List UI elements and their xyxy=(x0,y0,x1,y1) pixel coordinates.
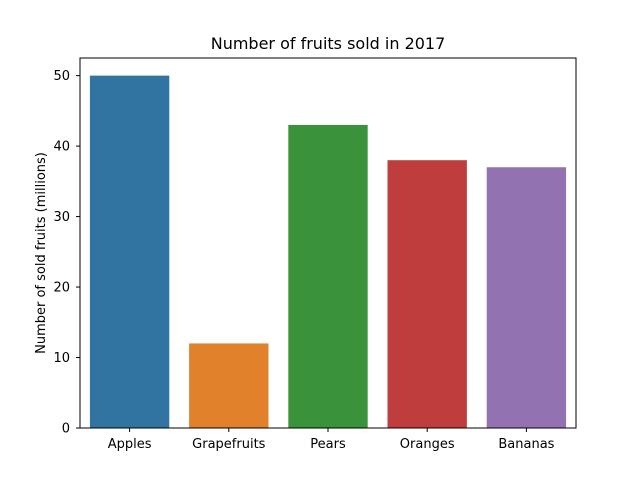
x-axis: Apples Grapefruits Pears Oranges Bananas xyxy=(108,428,555,452)
y-tick-label: 10 xyxy=(53,351,70,366)
bar-pears xyxy=(288,124,368,428)
x-tick-label: Apples xyxy=(108,437,152,452)
x-tick-label: Oranges xyxy=(400,437,455,452)
x-tick-label: Grapefruits xyxy=(192,437,266,452)
bar-bananas xyxy=(486,167,567,429)
bars-group xyxy=(89,75,567,429)
x-tick-label: Bananas xyxy=(498,437,554,452)
y-tick-label: 40 xyxy=(53,140,70,155)
y-tick-label: 50 xyxy=(53,69,70,84)
chart-title: Number of fruits sold in 2017 xyxy=(211,34,446,53)
bar-grapefruits xyxy=(189,343,269,428)
plot-frame xyxy=(79,57,577,429)
bar-apples xyxy=(89,75,170,429)
y-tick-label: 0 xyxy=(62,422,70,437)
y-axis-label: Number of sold fruits (millions) xyxy=(34,152,49,354)
y-tick-label: 30 xyxy=(53,210,70,225)
y-tick-label: 20 xyxy=(53,281,70,296)
bar-oranges xyxy=(387,160,467,428)
y-axis: 0 10 20 30 40 50 xyxy=(53,69,80,437)
x-tick-label: Pears xyxy=(310,437,346,452)
